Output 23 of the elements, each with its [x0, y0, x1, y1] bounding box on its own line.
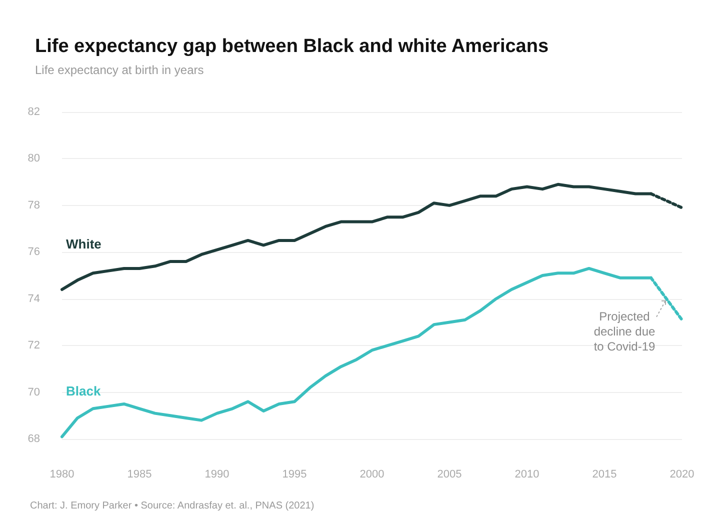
x-tick-label: 1995	[282, 468, 307, 480]
x-tick-label: 1980	[50, 468, 74, 480]
y-tick-label: 76	[28, 246, 40, 258]
series-label: Black	[66, 384, 102, 399]
y-tick-label: 78	[28, 199, 40, 212]
x-tick-label: 2020	[670, 468, 694, 480]
y-tick-label: 72	[28, 340, 40, 352]
y-tick-label: 70	[28, 386, 40, 398]
annotation: Projected decline due to Covid-19	[594, 309, 656, 354]
x-tick-label: 2015	[592, 468, 617, 480]
y-tick-label: 74	[28, 292, 40, 305]
y-tick-label: 80	[28, 152, 40, 165]
chart-subtitle: Life expectancy at birth in years	[35, 63, 204, 77]
x-tick-label: 1990	[204, 468, 230, 480]
x-tick-label: 2010	[514, 468, 540, 480]
x-tick-label: 2005	[437, 468, 462, 480]
y-tick-label: 82	[28, 106, 40, 118]
series-label: White	[66, 236, 102, 252]
y-tick-label: 68	[28, 433, 40, 445]
text: Chart: J. Emory Parker • Source: Andrasfay et. al., PNAS (2021)	[30, 500, 314, 512]
x-tick-label: 2000	[360, 468, 384, 480]
chart-title: Life expectancy gap between Black and white Americans	[35, 36, 549, 57]
x-tick-label: 1985	[127, 468, 152, 480]
